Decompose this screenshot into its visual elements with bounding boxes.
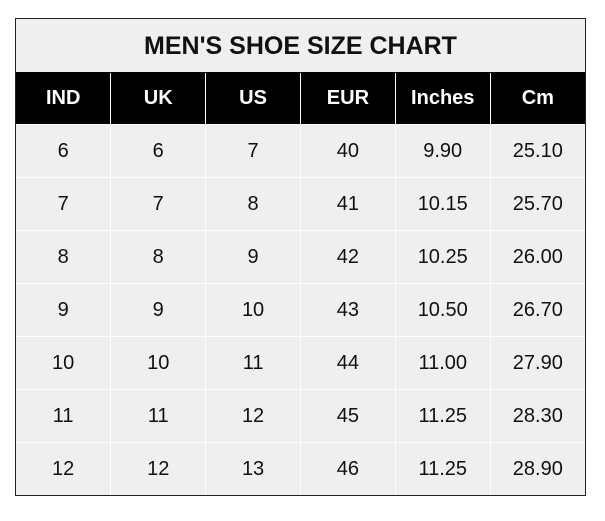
table-cell: 10 — [16, 336, 111, 390]
size-table: IND UK US EUR Inches Cm 6 6 7 40 9.90 25.10 7 7 8 41 10… — [16, 73, 585, 495]
table-cell: 9 — [205, 230, 301, 284]
table-cell: 28.90 — [489, 442, 585, 495]
table-cell: 7 — [16, 177, 111, 231]
header-row: IND UK US EUR Inches Cm — [16, 73, 585, 125]
table-cell: 9.90 — [394, 124, 491, 178]
table-cell: 43 — [299, 283, 396, 337]
table-cell: 6 — [110, 124, 206, 178]
table-cell: 27.90 — [489, 336, 585, 390]
table-row: 6 6 7 40 9.90 25.10 — [16, 124, 585, 178]
table-cell: 11.25 — [394, 389, 491, 443]
table-cell: 10 — [205, 283, 301, 337]
chart-title: MEN'S SHOE SIZE CHART — [16, 19, 585, 73]
table-cell: 8 — [205, 177, 301, 231]
table-cell: 28.30 — [489, 389, 585, 443]
table-cell: 46 — [299, 442, 396, 495]
table-cell: 12 — [205, 389, 301, 443]
size-chart-table: MEN'S SHOE SIZE CHART IND UK US EUR Inches Cm… — [15, 18, 586, 496]
table-cell: 11 — [16, 389, 111, 443]
table-cell: 8 — [110, 230, 206, 284]
table-cell: 10 — [110, 336, 206, 390]
table-cell: 42 — [299, 230, 396, 284]
table-cell: 11 — [110, 389, 206, 443]
table-cell: 13 — [205, 442, 301, 495]
table-cell: 10.50 — [394, 283, 491, 337]
table-row: 11 11 12 45 11.25 28.30 — [16, 389, 585, 443]
table-cell: 12 — [16, 442, 111, 495]
column-header: Cm — [489, 73, 585, 125]
table-cell: 26.00 — [489, 230, 585, 284]
table-cell: 9 — [110, 283, 206, 337]
table-cell: 44 — [299, 336, 396, 390]
table-cell: 6 — [16, 124, 111, 178]
table-row: 8 8 9 42 10.25 26.00 — [16, 230, 585, 284]
table-cell: 41 — [299, 177, 396, 231]
table-cell: 25.70 — [489, 177, 585, 231]
table-cell: 8 — [16, 230, 111, 284]
table-cell: 45 — [299, 389, 396, 443]
table-cell: 10.15 — [394, 177, 491, 231]
table-cell: 9 — [16, 283, 111, 337]
column-header: EUR — [299, 73, 396, 125]
table-cell: 11.00 — [394, 336, 491, 390]
table-row: 7 7 8 41 10.15 25.70 — [16, 177, 585, 231]
table-cell: 10.25 — [394, 230, 491, 284]
table-cell: 12 — [110, 442, 206, 495]
table-cell: 11 — [205, 336, 301, 390]
table-cell: 26.70 — [489, 283, 585, 337]
column-header: IND — [16, 73, 111, 125]
table-cell: 25.10 — [489, 124, 585, 178]
table-cell: 40 — [299, 124, 396, 178]
table-row: 12 12 13 46 11.25 28.90 — [16, 442, 585, 495]
table-cell: 7 — [110, 177, 206, 231]
table-cell: 11.25 — [394, 442, 491, 495]
column-header: UK — [110, 73, 206, 125]
column-header: Inches — [394, 73, 491, 125]
column-header: US — [205, 73, 301, 125]
table-row: 9 9 10 43 10.50 26.70 — [16, 283, 585, 337]
table-row: 10 10 11 44 11.00 27.90 — [16, 336, 585, 390]
table-cell: 7 — [205, 124, 301, 178]
